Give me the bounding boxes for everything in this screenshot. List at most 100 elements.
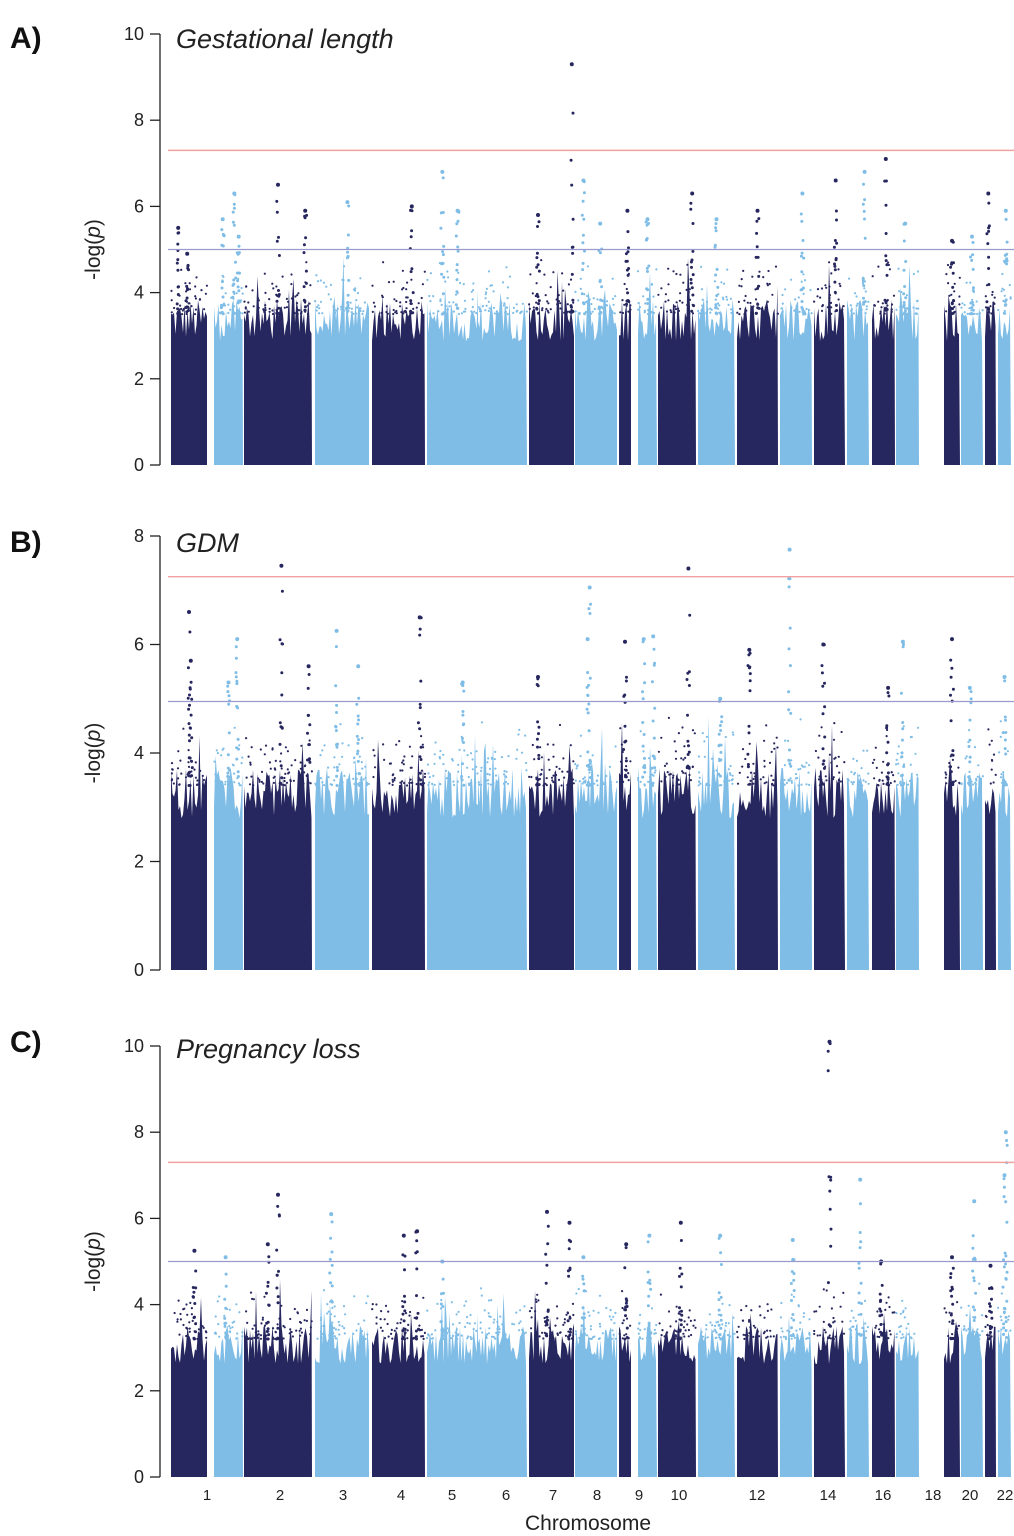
snp-point	[263, 272, 266, 275]
snp-point	[714, 306, 718, 310]
peak-snp-point	[950, 637, 954, 642]
snp-point	[802, 273, 805, 276]
snp-point	[224, 780, 227, 783]
snp-point	[537, 311, 540, 315]
snp-point	[1007, 1318, 1010, 1321]
snp-point	[303, 216, 307, 220]
snp-point	[410, 229, 414, 233]
snp-point	[403, 1309, 407, 1313]
snp-point	[830, 312, 833, 315]
snp-point	[322, 1289, 326, 1292]
snp-point	[308, 760, 312, 764]
snp-point	[488, 307, 491, 310]
snp-point	[774, 777, 777, 780]
snp-point	[175, 302, 179, 306]
snp-point	[686, 263, 689, 266]
snp-point	[294, 295, 297, 298]
snp-point	[381, 296, 384, 299]
snp-point	[419, 308, 423, 312]
snp-point	[666, 771, 669, 774]
snp-point	[258, 780, 261, 783]
snp-point	[439, 211, 443, 215]
snp-point	[828, 296, 831, 299]
snp-point	[474, 781, 477, 784]
snp-point	[487, 270, 491, 273]
snp-point	[540, 259, 543, 262]
peak-snp-point	[886, 685, 891, 690]
snp-point	[457, 763, 460, 767]
snp-point	[326, 1312, 329, 1315]
snp-point	[988, 743, 991, 746]
snp-point	[968, 738, 972, 742]
snp-point	[371, 284, 374, 287]
snp-point	[192, 1290, 196, 1294]
snp-point	[354, 772, 357, 775]
snp-point	[319, 1330, 322, 1333]
snp-point	[719, 743, 723, 747]
snp-point	[296, 294, 299, 297]
snp-point	[329, 1329, 332, 1332]
snp-point	[829, 1227, 833, 1231]
peak-snp-point	[223, 1255, 228, 1260]
snp-point	[582, 1312, 586, 1316]
snp-point	[373, 305, 376, 308]
panel-letter: A)	[10, 22, 42, 55]
peak-snp-point	[988, 1263, 993, 1268]
snp-point	[971, 267, 975, 271]
snp-point	[307, 673, 311, 676]
snp-point	[187, 722, 191, 726]
snp-point	[356, 291, 360, 295]
snp-point	[987, 310, 991, 314]
snp-point	[515, 303, 518, 306]
snp-point	[951, 1333, 954, 1336]
snp-point	[402, 286, 405, 290]
snp-point	[272, 1327, 275, 1330]
snp-point	[286, 750, 289, 753]
snp-point	[829, 1178, 833, 1182]
snp-point	[765, 781, 768, 784]
snp-point	[371, 310, 374, 313]
snp-point	[507, 755, 510, 758]
snp-point	[455, 1313, 458, 1316]
snp-point	[314, 300, 317, 303]
snp-point	[763, 759, 766, 763]
snp-point	[677, 783, 681, 786]
snp-point	[488, 773, 491, 776]
snp-point	[951, 1336, 955, 1340]
snp-point	[689, 1319, 693, 1322]
snp-point	[865, 1330, 868, 1333]
snp-point	[406, 784, 409, 787]
snp-point	[503, 783, 506, 786]
snp-point	[843, 761, 846, 764]
y-tick-label: 8	[134, 1122, 144, 1142]
snp-point	[485, 291, 488, 294]
snp-point	[744, 294, 747, 298]
snp-point	[180, 772, 183, 775]
peak-snp-point	[858, 1177, 863, 1182]
snp-point	[305, 1308, 309, 1311]
snp-point	[558, 767, 561, 770]
snp-point	[971, 298, 974, 301]
snp-point	[821, 747, 825, 751]
snp-point	[484, 293, 487, 296]
snp-point	[675, 1335, 678, 1338]
snp-point	[739, 307, 742, 310]
snp-point	[791, 1313, 795, 1316]
snp-point	[1005, 1143, 1009, 1147]
snp-point	[728, 779, 731, 782]
snp-point	[705, 782, 708, 785]
snp-point	[543, 1316, 546, 1320]
snp-point	[644, 220, 648, 224]
snp-point	[429, 1337, 432, 1340]
snp-point	[642, 733, 646, 736]
snp-point	[790, 1299, 793, 1302]
snp-point	[822, 1320, 825, 1323]
snp-point	[857, 1291, 861, 1295]
chromosome-21-block	[985, 301, 996, 465]
snp-point	[563, 1318, 567, 1321]
snp-point	[361, 767, 364, 770]
snp-point	[198, 298, 202, 301]
snp-point	[1005, 1139, 1008, 1142]
snp-point	[580, 213, 584, 217]
snp-point	[854, 292, 857, 295]
